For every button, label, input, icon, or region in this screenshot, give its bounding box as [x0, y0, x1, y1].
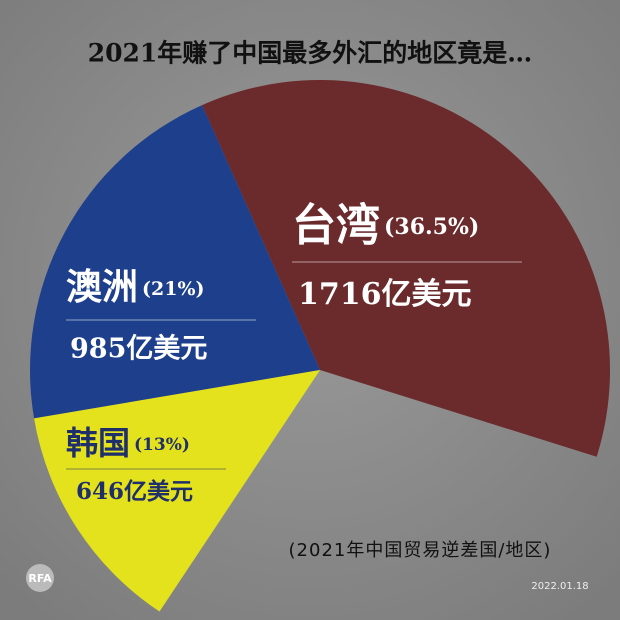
slices	[30, 80, 610, 612]
percent-label: (21%)	[142, 278, 204, 300]
logo: RFA	[28, 572, 52, 585]
subtitle: (2021年中国贸易逆差国/地区)	[289, 540, 552, 561]
slice	[202, 80, 610, 457]
slice-label: 台湾 (36.5%)	[292, 200, 479, 251]
category-name: 韩国	[66, 424, 130, 462]
chart-title: 2021年赚了中国最多外汇的地区竟是…	[88, 39, 533, 68]
percent-label: (36.5%)	[384, 214, 479, 240]
date: 2022.01.18	[531, 581, 588, 592]
slice	[34, 370, 320, 612]
slice-label: 韩国 (13%)	[66, 424, 190, 462]
amount-label: 1716亿美元	[298, 277, 472, 312]
slice-label: 澳洲 (21%)	[66, 266, 205, 308]
percent-label: (13%)	[134, 435, 190, 455]
category-name: 台湾	[292, 200, 380, 251]
amount-label: 646亿美元	[76, 478, 193, 505]
amount-label: 985亿美元	[70, 333, 207, 365]
logo-badge	[26, 564, 54, 592]
category-name: 澳洲	[66, 266, 138, 308]
slice	[30, 105, 321, 419]
